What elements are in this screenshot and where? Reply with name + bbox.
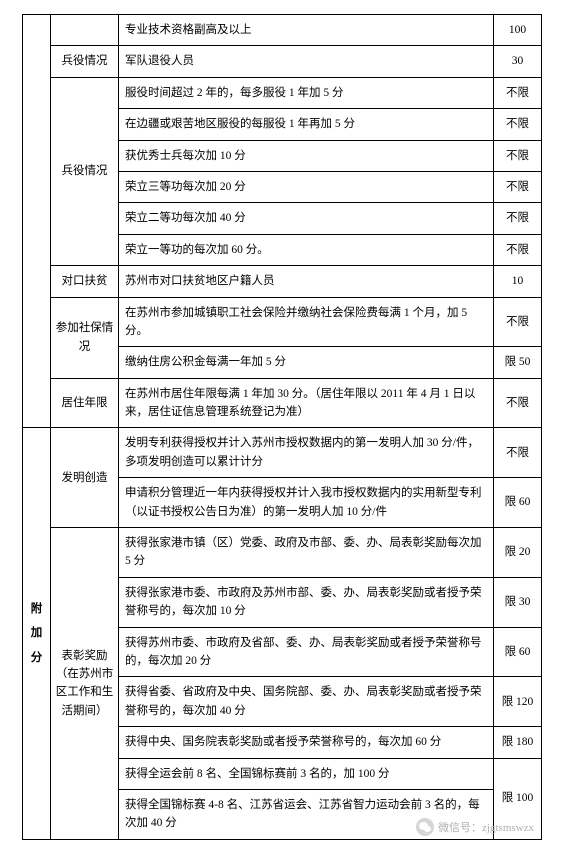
score-cell: 10 [494, 266, 542, 297]
category-cell: 发明创造 [51, 428, 119, 528]
table-row: 附加分发明创造发明专利获得授权并计入苏州市授权数据内的第一发明人加 30 分/件… [23, 428, 542, 478]
vertical-section-upper [23, 15, 51, 428]
description-cell: 获得省委、省政府及中央、国务院部、委、办、局表彰奖励或者授予荣誉称号的，每次加 … [119, 677, 494, 727]
description-cell: 在边疆或艰苦地区服役的每服役 1 年再加 5 分 [119, 109, 494, 140]
table-row: 兵役情况服役时间超过 2 年的，每多服役 1 年加 5 分不限 [23, 77, 542, 108]
score-cell: 不限 [494, 140, 542, 171]
description-cell: 获得中央、国务院表彰奖励或者授予荣誉称号的，每次加 60 分 [119, 727, 494, 758]
score-cell: 不限 [494, 234, 542, 265]
score-cell: 不限 [494, 378, 542, 428]
description-cell: 获得张家港市委、市政府及苏州市部、委、办、局表彰奖励或者授予荣誉称号的，每次加 … [119, 577, 494, 627]
score-cell: 限 20 [494, 528, 542, 578]
description-cell: 申请积分管理近一年内获得授权并计入我市授权数据内的实用新型专利（以证书授权公告日… [119, 478, 494, 528]
score-cell: 限 180 [494, 727, 542, 758]
description-cell: 荣立二等功每次加 40 分 [119, 203, 494, 234]
score-cell: 不限 [494, 171, 542, 202]
description-cell: 获得全国锦标赛 4-8 名、江苏省运会、江苏省智力运动会前 3 名的，每次加 4… [119, 789, 494, 839]
description-cell: 专业技术资格副高及以上 [119, 15, 494, 46]
score-cell: 限 120 [494, 677, 542, 727]
table-row: 对口扶贫苏州市对口扶贫地区户籍人员10 [23, 266, 542, 297]
score-cell: 不限 [494, 77, 542, 108]
vertical-section-label: 附加分 [23, 428, 51, 839]
category-cell: 居住年限 [51, 378, 119, 428]
description-cell: 获优秀士兵每次加 10 分 [119, 140, 494, 171]
table-row: 表彰奖励（在苏州市区工作和生活期间）获得张家港市镇（区）党委、政府及市部、委、办… [23, 528, 542, 578]
description-cell: 荣立三等功每次加 20 分 [119, 171, 494, 202]
description-cell: 在苏州市居住年限每满 1 年加 30 分。（居住年限以 2011 年 4 月 1… [119, 378, 494, 428]
score-cell: 不限 [494, 203, 542, 234]
score-cell: 30 [494, 46, 542, 77]
description-cell: 军队退役人员 [119, 46, 494, 77]
score-cell: 限 30 [494, 577, 542, 627]
score-cell: 限 100 [494, 758, 542, 839]
description-cell: 在苏州市参加城镇职工社会保险并缴纳社会保险费每满 1 个月，加 5 分。 [119, 297, 494, 347]
category-cell: 兵役情况 [51, 77, 119, 265]
description-cell: 缴纳住房公积金每满一年加 5 分 [119, 347, 494, 378]
score-cell: 限 50 [494, 347, 542, 378]
description-cell: 获得张家港市镇（区）党委、政府及市部、委、办、局表彰奖励每次加 5 分 [119, 528, 494, 578]
description-cell: 服役时间超过 2 年的，每多服役 1 年加 5 分 [119, 77, 494, 108]
description-cell: 获得苏州市委、市政府及省部、委、办、局表彰奖励或者授予荣誉称号的，每次加 20 … [119, 627, 494, 677]
score-cell: 限 60 [494, 627, 542, 677]
score-cell: 限 60 [494, 478, 542, 528]
score-cell: 不限 [494, 297, 542, 347]
table-row: 专业技术资格副高及以上100 [23, 15, 542, 46]
category-cell: 对口扶贫 [51, 266, 119, 297]
table-row: 居住年限在苏州市居住年限每满 1 年加 30 分。（居住年限以 2011 年 4… [23, 378, 542, 428]
description-cell: 发明专利获得授权并计入苏州市授权数据内的第一发明人加 30 分/件，多项发明创造… [119, 428, 494, 478]
description-cell: 荣立一等功的每次加 60 分。 [119, 234, 494, 265]
points-table: 专业技术资格副高及以上100兵役情况军队退役人员30兵役情况服役时间超过 2 年… [22, 14, 542, 840]
description-cell: 获得全运会前 8 名、全国锦标赛前 3 名的，加 100 分 [119, 758, 494, 789]
score-cell: 不限 [494, 428, 542, 478]
score-cell: 不限 [494, 109, 542, 140]
category-cell: 兵役情况 [51, 46, 119, 77]
category-cell: 表彰奖励（在苏州市区工作和生活期间） [51, 528, 119, 840]
category-cell: 参加社保情况 [51, 297, 119, 378]
description-cell: 苏州市对口扶贫地区户籍人员 [119, 266, 494, 297]
table-row: 兵役情况军队退役人员30 [23, 46, 542, 77]
table-row: 参加社保情况在苏州市参加城镇职工社会保险并缴纳社会保险费每满 1 个月，加 5 … [23, 297, 542, 347]
category-cell [51, 15, 119, 46]
score-cell: 100 [494, 15, 542, 46]
